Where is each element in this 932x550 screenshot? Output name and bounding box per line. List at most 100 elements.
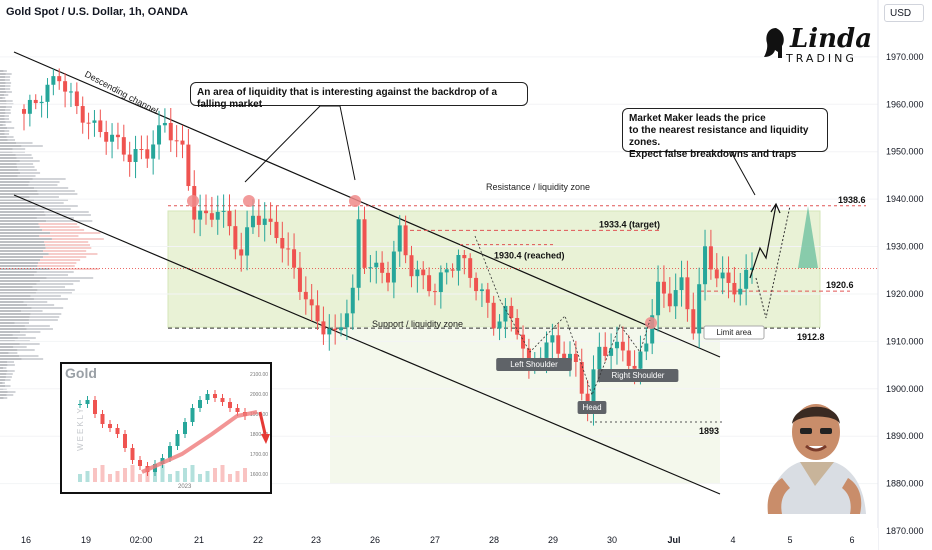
candle-body <box>656 282 660 315</box>
candle-body <box>245 227 249 255</box>
inset-volume-bar <box>191 465 195 482</box>
y-tick-label: 1910.000 <box>886 336 924 346</box>
volume-bar <box>0 172 20 174</box>
inset-y-tick: 2000.00 <box>250 392 268 398</box>
volume-bar <box>7 136 14 138</box>
candle-body <box>327 329 331 335</box>
candle-body <box>339 327 343 330</box>
volume-bar <box>19 355 38 357</box>
inset-volume-bar <box>176 471 180 482</box>
inset-candle-body <box>191 408 195 422</box>
candle-body <box>239 249 243 255</box>
volume-bar <box>37 271 74 273</box>
candle-body <box>28 100 32 114</box>
x-tick-label: 28 <box>489 535 499 545</box>
volume-bar <box>3 97 6 99</box>
volume-bar <box>9 352 18 354</box>
inset-candle-body <box>108 424 112 428</box>
candle-body <box>175 140 179 141</box>
volume-bar <box>6 82 12 84</box>
volume-bar <box>16 154 32 156</box>
volume-bar <box>5 112 10 114</box>
volume-bar <box>33 178 66 180</box>
volume-bar <box>46 247 92 249</box>
volume-bar <box>18 169 36 171</box>
volume-bar <box>0 376 6 378</box>
volume-bar <box>6 100 12 102</box>
candle-body <box>433 291 437 292</box>
volume-bar <box>0 382 2 384</box>
inset-volume-bar <box>183 468 187 482</box>
volume-bar <box>0 373 6 375</box>
volume-bar <box>0 163 17 165</box>
inset-candle-body <box>131 448 135 460</box>
y-tick-label: 1890.000 <box>886 431 924 441</box>
candle-body <box>310 299 314 305</box>
volume-bar <box>0 343 20 345</box>
volume-bar <box>0 277 47 279</box>
volume-bar <box>0 187 34 189</box>
volume-bar <box>0 220 46 222</box>
inset-volume-bar <box>168 474 172 482</box>
volume-bar <box>37 283 74 285</box>
candle-body <box>57 76 61 81</box>
volume-bar <box>0 238 52 240</box>
inset-volume-bar <box>108 474 112 482</box>
logo-text: Linda <box>790 24 872 54</box>
volume-bar <box>0 307 32 309</box>
inset-volume-bar <box>93 468 97 482</box>
candle-body <box>691 309 695 333</box>
y-tick-label: 1900.000 <box>886 384 924 394</box>
candle-body <box>627 350 631 365</box>
volume-bar <box>0 130 5 132</box>
volume-bar <box>0 316 30 318</box>
liquidity-touch-marker <box>243 195 255 207</box>
volume-bar <box>0 124 3 126</box>
volume-bar <box>8 391 16 393</box>
level-label: 1933.4 (target) <box>599 219 660 229</box>
volume-bar <box>45 244 90 246</box>
inset-volume-bar <box>78 474 82 482</box>
volume-bar <box>0 139 8 141</box>
volume-bar <box>3 124 6 126</box>
inset-volume-bar <box>123 468 127 482</box>
candle-body <box>298 268 302 292</box>
volume-bar <box>13 148 26 150</box>
inset-y-tick: 2100.00 <box>250 372 268 378</box>
candle-body <box>474 278 478 291</box>
candle-body <box>439 272 443 292</box>
volume-bar <box>17 157 34 159</box>
candle-body <box>263 219 267 225</box>
candle-body <box>216 212 220 220</box>
volume-bar <box>8 139 16 141</box>
volume-bar <box>30 316 60 318</box>
currency-button[interactable]: USD <box>884 4 924 22</box>
volume-bar <box>25 325 50 327</box>
candle-body <box>386 273 390 283</box>
y-tick-label: 1970.000 <box>886 52 924 62</box>
candle-body <box>380 263 384 273</box>
brand-logo: Linda TRADING <box>762 24 862 68</box>
candle-body <box>456 255 460 271</box>
volume-bar <box>0 127 7 129</box>
volume-bar <box>0 91 6 93</box>
volume-bar <box>0 121 6 123</box>
candle-body <box>186 145 190 186</box>
volume-bar <box>6 121 12 123</box>
volume-bar <box>0 181 30 183</box>
candle-body <box>357 219 361 288</box>
volume-bar <box>0 100 6 102</box>
volume-bar <box>0 289 37 291</box>
y-axis-panel <box>878 0 932 550</box>
candle-body <box>685 277 689 309</box>
volume-bar <box>7 127 14 129</box>
candle-body <box>556 335 560 353</box>
candle-body <box>345 313 349 327</box>
volume-bar <box>45 214 90 216</box>
volume-bar <box>0 397 4 399</box>
volume-bar <box>7 364 14 366</box>
x-tick-label: 30 <box>607 535 617 545</box>
candle-body <box>609 348 613 356</box>
x-tick-label: 6 <box>849 535 854 545</box>
inset-y-tick: 1600.00 <box>250 472 268 478</box>
